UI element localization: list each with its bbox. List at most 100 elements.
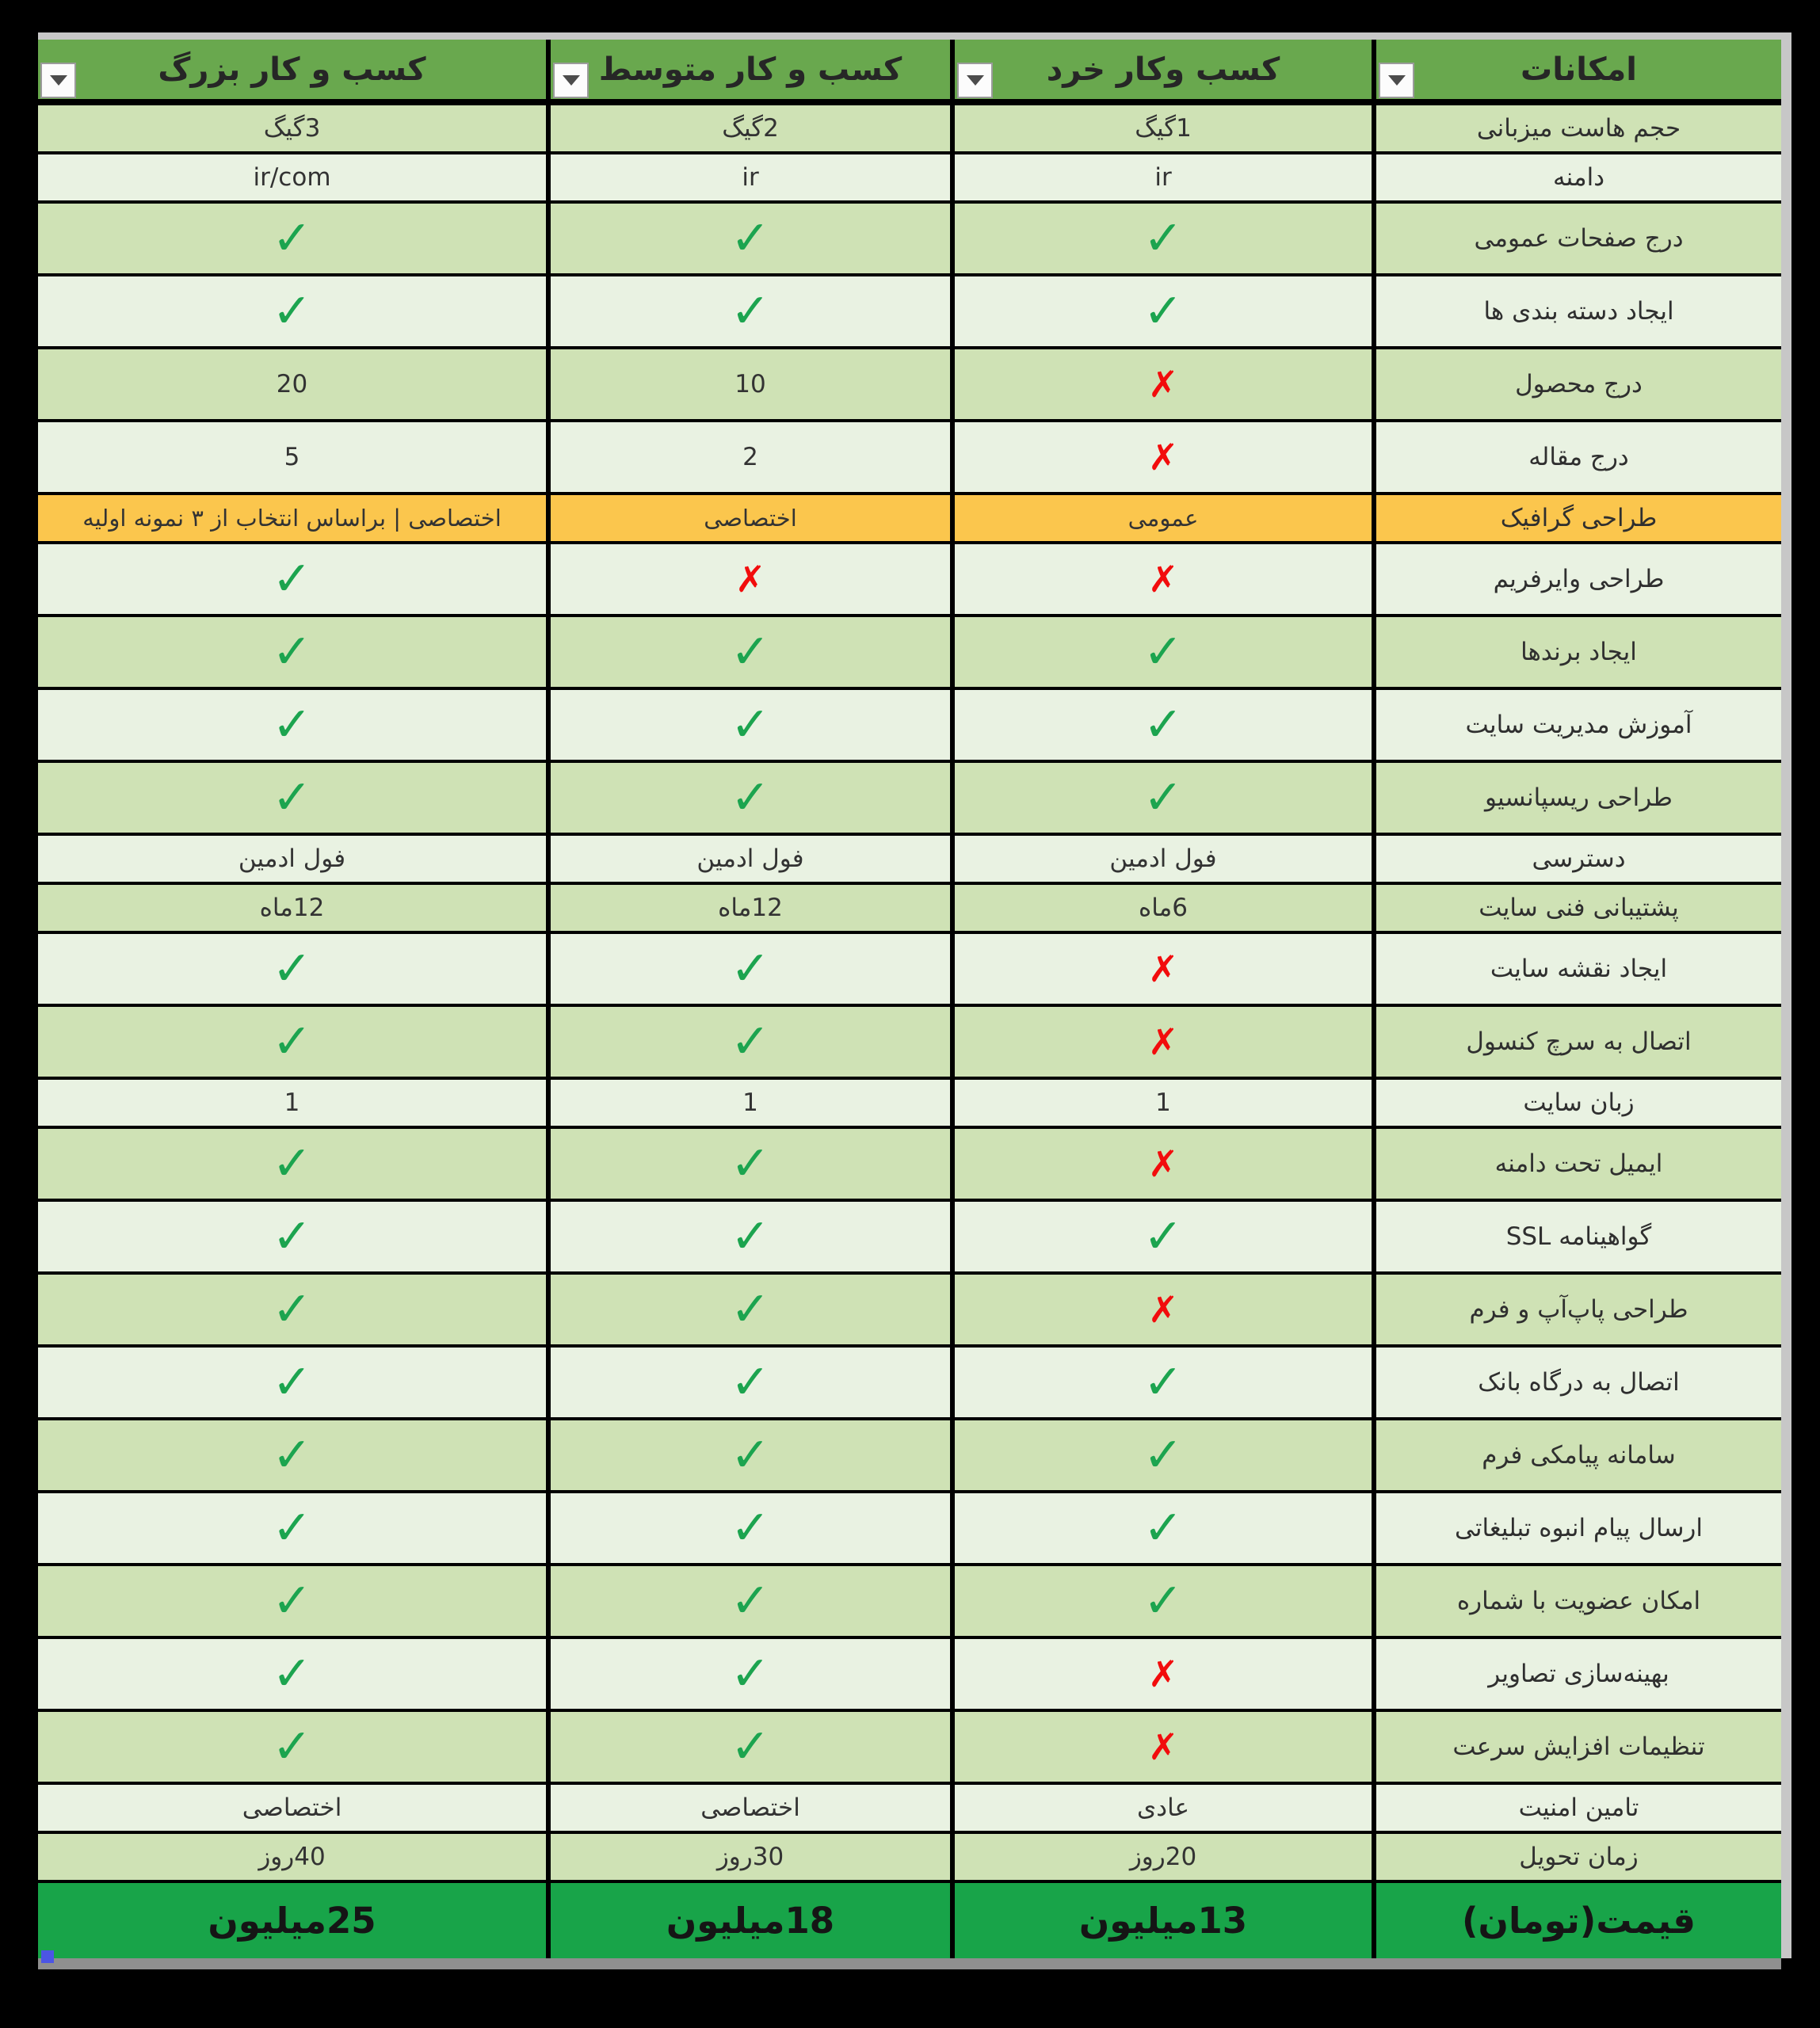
plan-cell-large[interactable]: 20 [38, 349, 546, 419]
plan-cell-large[interactable]: ✓ [38, 204, 546, 273]
plan-cell-medium[interactable]: ✓ [551, 934, 950, 1004]
plan-cell-micro[interactable]: 1گیگ [955, 105, 1372, 151]
plan-cell-micro[interactable]: عمومی [955, 495, 1372, 541]
plan-cell-medium[interactable]: 12ماه [551, 885, 950, 931]
plan-cell-large[interactable]: ✓ [38, 276, 546, 346]
plan-cell-micro[interactable]: 13میلیون [955, 1883, 1372, 1958]
plan-cell-micro[interactable]: ✓ [955, 204, 1372, 273]
plan-cell-large[interactable]: ✓ [38, 934, 546, 1004]
plan-cell-micro[interactable]: ✓ [955, 1202, 1372, 1271]
feature-cell[interactable]: طراحی ریسپانسیو [1376, 763, 1781, 833]
feature-cell[interactable]: حجم هاست میزبانی [1376, 105, 1781, 151]
feature-cell[interactable]: بهینه‌سازی تصاویر [1376, 1639, 1781, 1709]
plan-cell-large[interactable]: ✓ [38, 763, 546, 833]
feature-cell[interactable]: امکان عضویت با شماره [1376, 1566, 1781, 1636]
plan-cell-large[interactable]: اختصاصی | براساس انتخاب از ۳ نمونه اولیه [38, 495, 546, 541]
filter-dropdown-button[interactable] [553, 63, 589, 98]
plan-cell-micro[interactable]: عادی [955, 1785, 1372, 1831]
header-cell-features[interactable]: امکانات [1376, 40, 1781, 99]
plan-cell-micro[interactable]: ✗ [955, 349, 1372, 419]
feature-cell[interactable]: ایجاد برندها [1376, 617, 1781, 687]
plan-cell-medium[interactable]: اختصاصی [551, 1785, 950, 1831]
plan-cell-micro[interactable]: ✗ [955, 1007, 1372, 1077]
plan-cell-large[interactable]: ✓ [38, 1129, 546, 1199]
plan-cell-medium[interactable]: ✓ [551, 1639, 950, 1709]
plan-cell-medium[interactable]: ✓ [551, 204, 950, 273]
plan-cell-micro[interactable]: 6ماه [955, 885, 1372, 931]
plan-cell-medium[interactable]: فول ادمین [551, 836, 950, 882]
feature-cell[interactable]: قیمت(تومان) [1376, 1883, 1781, 1958]
header-cell-plan-medium[interactable]: کسب و کار متوسط [551, 40, 950, 99]
plan-cell-large[interactable]: 5 [38, 422, 546, 492]
plan-cell-micro[interactable]: ✓ [955, 617, 1372, 687]
feature-cell[interactable]: سامانه پیامکی فرم [1376, 1420, 1781, 1490]
plan-cell-large[interactable]: ✓ [38, 617, 546, 687]
feature-cell[interactable]: اتصال به سرچ کنسول [1376, 1007, 1781, 1077]
plan-cell-medium[interactable]: ✓ [551, 690, 950, 760]
plan-cell-large[interactable]: فول ادمین [38, 836, 546, 882]
feature-cell[interactable]: درج صفحات عمومی [1376, 204, 1781, 273]
feature-cell[interactable]: دسترسی [1376, 836, 1781, 882]
filter-dropdown-button[interactable] [957, 63, 993, 98]
plan-cell-large[interactable]: ✓ [38, 1348, 546, 1417]
plan-cell-medium[interactable]: 18میلیون [551, 1883, 950, 1958]
plan-cell-medium[interactable]: ✓ [551, 763, 950, 833]
plan-cell-micro[interactable]: ✗ [955, 1275, 1372, 1344]
plan-cell-micro[interactable]: ✗ [955, 1129, 1372, 1199]
plan-cell-large[interactable]: ✓ [38, 1275, 546, 1344]
feature-cell[interactable]: طراحی وایرفریم [1376, 544, 1781, 614]
plan-cell-medium[interactable]: ✓ [551, 276, 950, 346]
plan-cell-large[interactable]: 3گیگ [38, 105, 546, 151]
plan-cell-medium[interactable]: 1 [551, 1080, 950, 1126]
plan-cell-large[interactable]: ✓ [38, 1420, 546, 1490]
feature-cell[interactable]: اتصال به درگاه بانک [1376, 1348, 1781, 1417]
plan-cell-medium[interactable]: ✓ [551, 1348, 950, 1417]
feature-cell[interactable]: درج مقاله [1376, 422, 1781, 492]
plan-cell-micro[interactable]: ir [955, 154, 1372, 200]
plan-cell-micro[interactable]: ✗ [955, 544, 1372, 614]
plan-cell-large[interactable]: اختصاصی [38, 1785, 546, 1831]
plan-cell-micro[interactable]: ✓ [955, 1420, 1372, 1490]
feature-cell[interactable]: زمان تحویل [1376, 1834, 1781, 1880]
plan-cell-large[interactable]: ✓ [38, 690, 546, 760]
plan-cell-large[interactable]: ir/com [38, 154, 546, 200]
plan-cell-medium[interactable]: ✗ [551, 544, 950, 614]
plan-cell-large[interactable]: 1 [38, 1080, 546, 1126]
selection-handle[interactable] [41, 1950, 54, 1963]
plan-cell-medium[interactable]: ✓ [551, 1275, 950, 1344]
feature-cell[interactable]: تامین امنیت [1376, 1785, 1781, 1831]
plan-cell-large[interactable]: ✓ [38, 544, 546, 614]
plan-cell-medium[interactable]: 2گیگ [551, 105, 950, 151]
feature-cell[interactable]: طراحی گرافیک [1376, 495, 1781, 541]
plan-cell-micro[interactable]: ✓ [955, 1348, 1372, 1417]
plan-cell-large[interactable]: ✓ [38, 1712, 546, 1782]
plan-cell-micro[interactable]: ✗ [955, 1639, 1372, 1709]
plan-cell-micro[interactable]: ✓ [955, 276, 1372, 346]
plan-cell-medium[interactable]: ✓ [551, 1007, 950, 1077]
plan-cell-medium[interactable]: ✓ [551, 1129, 950, 1199]
plan-cell-micro[interactable]: ✓ [955, 690, 1372, 760]
plan-cell-large[interactable]: 25میلیون [38, 1883, 546, 1958]
plan-cell-micro[interactable]: ✓ [955, 1566, 1372, 1636]
plan-cell-medium[interactable]: ✓ [551, 1420, 950, 1490]
filter-dropdown-button[interactable] [40, 63, 76, 98]
plan-cell-large[interactable]: ✓ [38, 1493, 546, 1563]
filter-dropdown-button[interactable] [1379, 63, 1414, 98]
plan-cell-medium[interactable]: ✓ [551, 1202, 950, 1271]
plan-cell-medium[interactable]: ✓ [551, 1566, 950, 1636]
feature-cell[interactable]: آموزش مدیریت سایت [1376, 690, 1781, 760]
plan-cell-micro[interactable]: ✓ [955, 1493, 1372, 1563]
feature-cell[interactable]: ارسال پیام انبوه تبلیغاتی [1376, 1493, 1781, 1563]
feature-cell[interactable]: دامنه [1376, 154, 1781, 200]
plan-cell-medium[interactable]: 10 [551, 349, 950, 419]
plan-cell-micro[interactable]: ✗ [955, 934, 1372, 1004]
plan-cell-micro[interactable]: فول ادمین [955, 836, 1372, 882]
plan-cell-micro[interactable]: ✗ [955, 1712, 1372, 1782]
plan-cell-micro[interactable]: 1 [955, 1080, 1372, 1126]
plan-cell-micro[interactable]: ✗ [955, 422, 1372, 492]
plan-cell-large[interactable]: 40روز [38, 1834, 546, 1880]
plan-cell-medium[interactable]: 2 [551, 422, 950, 492]
plan-cell-medium[interactable]: ✓ [551, 1493, 950, 1563]
feature-cell[interactable]: زبان سایت [1376, 1080, 1781, 1126]
plan-cell-medium[interactable]: اختصاصی [551, 495, 950, 541]
